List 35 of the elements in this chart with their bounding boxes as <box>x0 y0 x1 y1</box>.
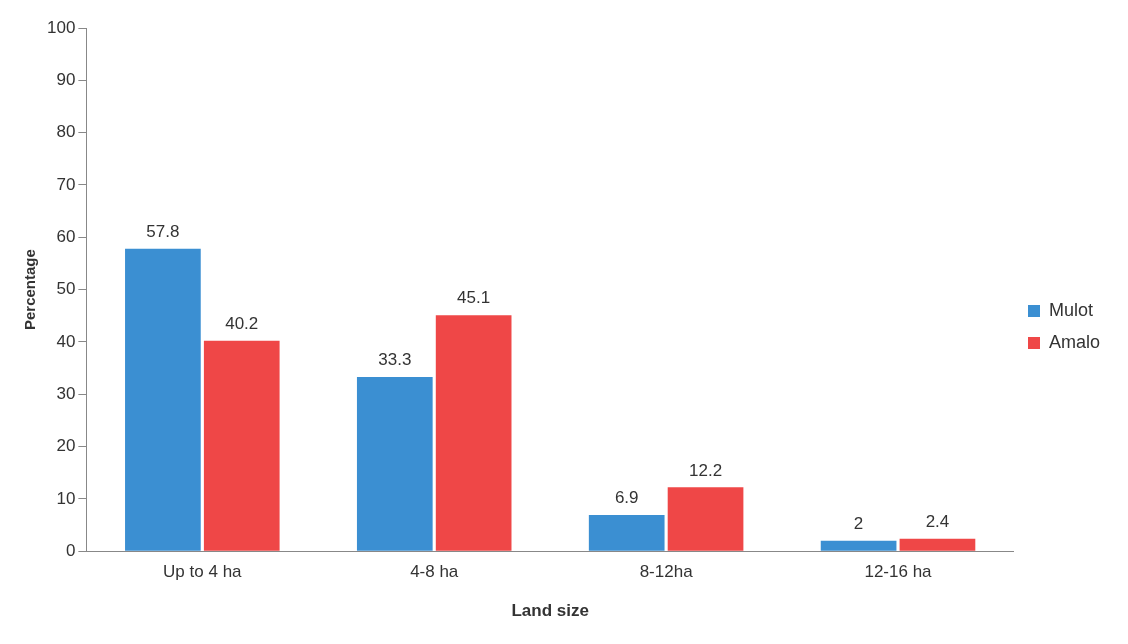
data-label: 45.1 <box>457 288 491 308</box>
y-tick-label: 60 <box>56 226 76 246</box>
x-tick-label: 8-12ha <box>639 562 694 582</box>
data-label: 2 <box>853 513 864 533</box>
bar <box>899 538 976 551</box>
y-tick-label: 100 <box>46 17 76 37</box>
y-tick-label: 50 <box>56 279 76 299</box>
y-tick-label: 10 <box>56 488 76 508</box>
data-label: 2.4 <box>925 511 950 531</box>
legend-label: Amalo <box>1048 331 1101 352</box>
y-tick-label: 30 <box>56 383 76 403</box>
data-label: 40.2 <box>225 314 259 334</box>
data-label: 57.8 <box>146 221 180 241</box>
legend-label: Mulot <box>1048 299 1093 320</box>
y-tick-label: 90 <box>56 70 76 90</box>
bar <box>588 515 665 551</box>
x-tick-label: Up to 4 ha <box>163 562 243 582</box>
bar <box>203 340 280 551</box>
y-tick-label: 70 <box>56 174 76 194</box>
bar <box>356 376 433 551</box>
y-axis-title: Percentage <box>21 249 39 331</box>
data-label: 6.9 <box>614 488 639 508</box>
x-tick-label: 4-8 ha <box>410 562 459 582</box>
x-axis-title: Land size <box>511 601 589 621</box>
y-tick-label: 40 <box>56 331 76 351</box>
bar <box>125 248 201 551</box>
bar <box>820 540 897 551</box>
data-label: 33.3 <box>378 350 412 370</box>
x-tick-label: 12-16 ha <box>864 562 933 582</box>
y-tick-label: 20 <box>56 436 76 456</box>
y-tick-label: 0 <box>65 540 76 560</box>
bar <box>667 487 744 551</box>
data-label: 12.2 <box>689 460 723 480</box>
bar <box>435 315 512 551</box>
y-tick-label: 80 <box>56 122 76 142</box>
